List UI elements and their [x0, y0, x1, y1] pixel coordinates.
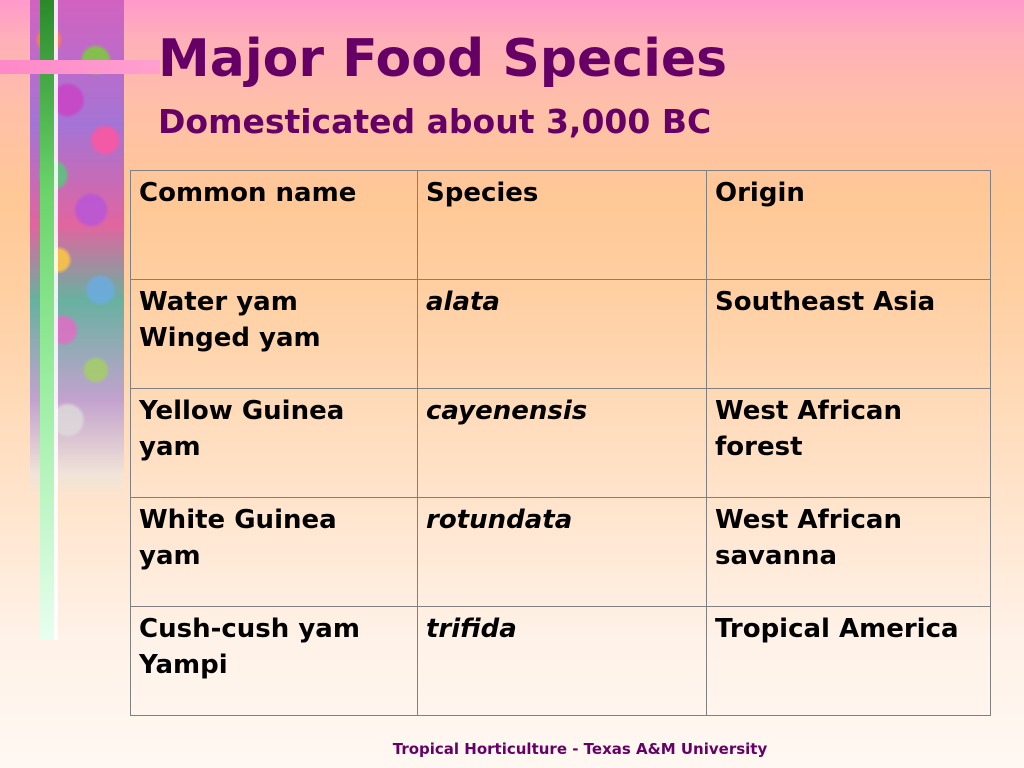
origin-line: Southeast Asia: [715, 287, 936, 317]
common-name-line: Cush-cush yam: [139, 614, 360, 644]
table-header-row: Common name Species Origin: [130, 170, 991, 280]
table-row: White Guinea yam rotundata West African …: [130, 497, 991, 607]
slide-subtitle: Domesticated about 3,000 BC: [158, 102, 712, 141]
species-table: Common name Species Origin Water yam Win…: [130, 170, 991, 716]
origin-line: forest: [715, 432, 803, 463]
common-name-line: White Guinea: [139, 505, 337, 535]
table-row: Water yam Winged yam alata Southeast Asi…: [130, 279, 991, 389]
species-cell: alata: [417, 279, 707, 389]
common-name-line: Water yam: [139, 287, 298, 317]
origin-line: West African: [715, 505, 902, 535]
slide-footer: Tropical Horticulture - Texas A&M Univer…: [392, 740, 768, 758]
common-name-cell: Cush-cush yam Yampi: [130, 606, 418, 716]
origin-line: savanna: [715, 541, 838, 572]
common-name-line: yam: [139, 541, 201, 572]
header-common-name: Common name: [130, 170, 418, 280]
green-vertical-bar: [40, 0, 54, 640]
common-name-line: Winged yam: [139, 323, 321, 354]
common-name-cell: Water yam Winged yam: [130, 279, 418, 389]
white-vertical-bar: [54, 0, 58, 640]
pink-horizontal-bar: [0, 60, 160, 74]
common-name-line: yam: [139, 432, 201, 463]
origin-cell: West African savanna: [706, 497, 991, 607]
origin-cell: West African forest: [706, 388, 991, 498]
common-name-line: Yampi: [139, 650, 228, 681]
common-name-cell: White Guinea yam: [130, 497, 418, 607]
species-cell: rotundata: [417, 497, 707, 607]
header-origin: Origin: [706, 170, 991, 280]
origin-line: Tropical America: [715, 614, 959, 644]
species-cell: cayenensis: [417, 388, 707, 498]
header-species: Species: [417, 170, 707, 280]
common-name-cell: Yellow Guinea yam: [130, 388, 418, 498]
species-cell: trifida: [417, 606, 707, 716]
origin-cell: Tropical America: [706, 606, 991, 716]
slide-title: Major Food Species: [158, 29, 728, 89]
origin-cell: Southeast Asia: [706, 279, 991, 389]
common-name-line: Yellow Guinea: [139, 396, 345, 426]
table-row: Cush-cush yam Yampi trifida Tropical Ame…: [130, 606, 991, 716]
origin-line: West African: [715, 396, 902, 426]
table-row: Yellow Guinea yam cayenensis West Africa…: [130, 388, 991, 498]
